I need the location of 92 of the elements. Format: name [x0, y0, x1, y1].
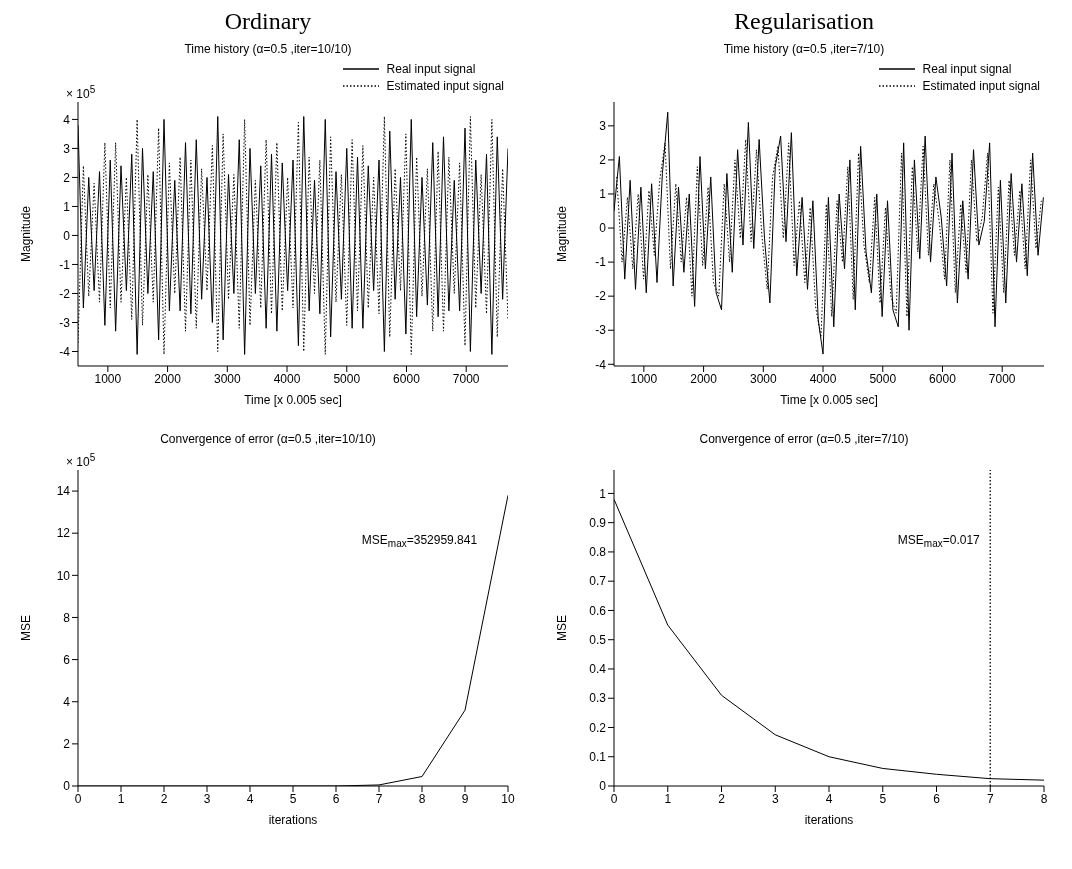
x-tick-label: 3000	[749, 371, 777, 386]
x-tick-label: 0	[610, 791, 618, 806]
y-tick-label: -3	[595, 323, 607, 338]
x-tick-label: 7	[986, 791, 994, 806]
y-tick-label: -2	[59, 286, 71, 301]
y-tick-label: -1	[595, 255, 607, 270]
x-tick-label: 6	[332, 791, 340, 806]
chart-title: Time history (α=0.5 ,iter=7/10)	[722, 42, 886, 58]
annotation: MSE$_{max}$=0.017	[897, 533, 980, 550]
y-tick-label: 2	[63, 737, 71, 752]
y-tick-label: 0.5	[589, 632, 607, 647]
legend-label: Estimated input signal	[922, 78, 1040, 93]
chart-title: Convergence of error (α=0.5 ,iter=10/10)	[159, 432, 377, 448]
x-tick-label: 5000	[333, 371, 361, 386]
y-tick-label: 14	[56, 484, 71, 499]
chart-subtitle: Ordinary	[223, 8, 313, 36]
x-tick-label: 3000	[213, 371, 241, 386]
y-tick-label: 0.6	[589, 603, 607, 618]
x-tick-label: 2000	[690, 371, 718, 386]
x-tick-label: 8	[1040, 791, 1048, 806]
legend-label: Estimated input signal	[386, 78, 504, 93]
x-tick-label: 0	[74, 791, 82, 806]
y-tick-label: 0	[599, 779, 607, 794]
y-axis-title: MSE	[19, 614, 34, 642]
x-tick-label: 6000	[393, 371, 421, 386]
x-tick-label: 7000	[452, 371, 480, 386]
y-tick-label: 0.2	[589, 720, 607, 735]
y-tick-label: 12	[56, 526, 71, 541]
x-tick-label: 4000	[809, 371, 837, 386]
y-axis-title: Magnitude	[19, 205, 34, 263]
y-tick-label: 1	[63, 199, 71, 214]
y-tick-label: 0	[63, 228, 71, 243]
y-tick-label: 3	[63, 141, 71, 156]
x-axis-title: iterations	[804, 813, 854, 827]
x-tick-label: 9	[461, 791, 469, 806]
x-tick-label: 2	[718, 791, 726, 806]
x-tick-label: 1	[664, 791, 672, 806]
y-tick-label: 4	[63, 694, 71, 709]
x-tick-label: 4000	[273, 371, 301, 386]
y-tick-label: 0	[63, 779, 71, 794]
x-tick-label: 8	[418, 791, 426, 806]
x-tick-label: 2000	[154, 371, 182, 386]
y-tick-label: 3	[599, 119, 607, 134]
y-tick-label: 0.4	[589, 662, 607, 677]
x-tick-label: 6000	[929, 371, 957, 386]
x-tick-label: 10	[501, 791, 515, 806]
y-tick-label: 6	[63, 652, 71, 667]
y-tick-label: 4	[63, 112, 71, 127]
y-tick-label: 8	[63, 610, 71, 625]
y-tick-label: 0	[599, 221, 607, 236]
x-tick-label: 7	[375, 791, 383, 806]
x-tick-label: 6	[933, 791, 941, 806]
y-tick-label: 1	[599, 486, 607, 501]
legend-label: Real input signal	[922, 61, 1012, 76]
y-tick-label: 2	[599, 153, 607, 168]
x-tick-label: 1000	[94, 371, 122, 386]
chart-subtitle: Regularisation	[733, 8, 875, 36]
x-tick-label: 5000	[869, 371, 897, 386]
y-tick-label: 0.8	[589, 545, 607, 560]
y-tick-label: 1	[599, 187, 607, 202]
x-axis-title: iterations	[268, 813, 318, 827]
y-axis-title: Magnitude	[555, 205, 570, 263]
y-tick-label: 0.7	[589, 574, 607, 589]
chart-title: Time history (α=0.5 ,iter=10/10)	[183, 42, 353, 58]
y-axis-title: MSE	[555, 614, 570, 642]
y-tick-label: 0.3	[589, 691, 607, 706]
y-tick-label: -4	[59, 344, 71, 359]
x-tick-label: 3	[771, 791, 779, 806]
y-tick-label: -1	[59, 257, 71, 272]
y-tick-label: -2	[595, 289, 607, 304]
x-tick-label: 4	[246, 791, 254, 806]
x-tick-label: 4	[825, 791, 833, 806]
text: × 10$^{5}$	[66, 452, 96, 469]
x-tick-label: 2	[160, 791, 168, 806]
y-tick-label: 2	[63, 170, 71, 185]
chart-title: Convergence of error (α=0.5 ,iter=7/10)	[698, 432, 910, 448]
x-tick-label: 7000	[988, 371, 1016, 386]
x-tick-label: 5	[289, 791, 297, 806]
legend-label: Real input signal	[386, 61, 476, 76]
y-tick-label: 0.9	[589, 515, 607, 530]
y-tick-label: -4	[595, 357, 607, 372]
y-tick-label: 10	[56, 568, 71, 583]
x-tick-label: 5	[879, 791, 887, 806]
x-axis-title: Time [x 0.005 sec]	[244, 393, 342, 407]
y-tick-label: -3	[59, 315, 71, 330]
y-tick-label: 0.1	[589, 750, 607, 764]
x-tick-label: 3	[203, 791, 211, 806]
x-axis-title: Time [x 0.005 sec]	[780, 393, 878, 407]
annotation: MSE$_{max}$=352959.841	[361, 533, 478, 550]
x-tick-label: 1	[117, 791, 125, 806]
text: × 10$^{5}$	[66, 84, 96, 101]
x-tick-label: 1000	[630, 371, 658, 386]
